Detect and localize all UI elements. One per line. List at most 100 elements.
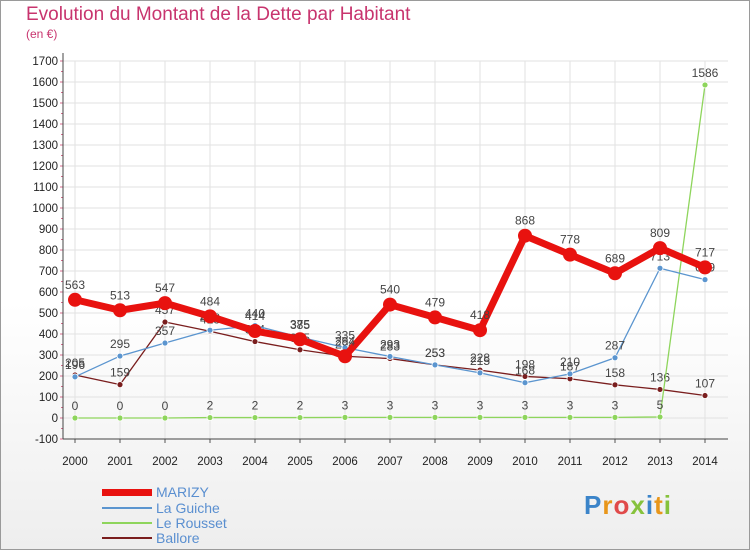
data-point-le-rousset [656,413,664,421]
y-tick-label: 1600 [32,77,58,89]
data-label-la-guiche: 385 [290,318,310,332]
x-tick-label: 2012 [602,456,628,468]
x-tick-label: 2013 [647,456,673,468]
data-point-ballore [116,381,124,389]
x-tick-label: 2006 [332,456,358,468]
data-label-ballore: 253 [425,346,445,360]
legend-swatch-marizy [102,488,152,496]
x-tick-label: 2009 [467,456,493,468]
data-point-le-rousset [476,413,484,421]
data-label-marizy: 689 [605,251,625,265]
logo-letter: i [645,490,655,520]
data-point-ballore [251,338,259,345]
data-point-marizy [68,292,82,307]
legend-swatch-ballore [102,537,152,539]
x-tick-label: 2007 [377,456,403,468]
data-label-marizy: 414 [245,309,265,323]
data-label-ballore: 159 [110,366,130,380]
y-tick-label: 200 [39,371,58,383]
legend-item-ballore: Ballore [102,530,200,546]
data-point-marizy [338,349,352,364]
data-point-le-rousset [251,414,259,421]
data-label-le-rousset: 3 [522,398,529,412]
data-point-la-guiche [71,373,79,381]
data-label-le-rousset: 0 [72,399,79,413]
data-point-le-rousset [206,414,214,421]
data-label-le-rousset: 5 [657,398,664,412]
data-label-marizy: 513 [110,288,130,302]
data-label-la-guiche: 357 [155,324,175,338]
y-tick-label: 1400 [32,119,58,131]
data-label-la-guiche: 287 [605,339,625,353]
data-label-le-rousset: 3 [612,398,619,412]
data-label-le-rousset: 3 [477,398,484,412]
y-tick-label: 400 [39,329,58,341]
data-label-marizy: 547 [155,281,175,295]
y-tick-label: -100 [35,434,58,446]
y-tick-label: 1300 [32,140,58,152]
proxiti-logo: Proxiti [584,490,672,521]
data-label-le-rousset: 2 [297,399,304,413]
data-point-la-guiche [656,264,664,272]
data-label-le-rousset: 2 [252,399,259,413]
legend-label-le-rousset: Le Rousset [156,515,227,531]
data-point-marizy [563,247,577,262]
data-point-la-guiche [476,369,484,377]
x-tick-label: 2005 [287,456,313,468]
data-point-marizy [473,323,487,338]
data-point-marizy [293,332,307,347]
data-point-le-rousset [116,414,124,422]
x-tick-label: 2002 [152,456,178,468]
y-tick-label: 1100 [33,182,58,194]
data-point-la-guiche [521,379,529,387]
y-tick-label: 600 [39,287,58,299]
data-label-ballore: 228 [470,351,490,365]
data-point-marizy [113,303,127,318]
x-tick-label: 2003 [197,456,223,468]
data-label-ballore: 107 [695,377,715,391]
data-label-le-rousset: 3 [432,398,439,412]
data-label-marizy: 563 [65,278,85,292]
logo-letter: t [654,490,664,520]
chart-title: Evolution du Montant de la Dette par Hab… [26,4,411,25]
data-label-marizy: 717 [695,245,715,259]
y-tick-label: 700 [39,266,58,278]
data-point-le-rousset [386,413,394,421]
y-tick-label: 0 [52,413,58,425]
data-label-marizy: 540 [380,283,400,297]
data-point-marizy [248,324,262,339]
legend-swatch-le-rousset [102,522,152,524]
data-label-marizy: 868 [515,214,535,228]
data-label-marizy: 778 [560,233,580,247]
data-label-ballore: 187 [560,360,580,374]
data-point-marizy [608,266,622,281]
data-point-la-guiche [161,339,169,347]
data-label-le-rousset: 0 [117,399,124,413]
x-tick-label: 2010 [512,456,538,468]
data-label-le-rousset: 3 [342,398,349,412]
data-point-marizy [653,241,667,256]
y-tick-label: 1000 [32,203,58,215]
data-point-le-rousset [701,81,709,89]
data-label-le-rousset: 3 [567,398,574,412]
data-label-marizy: 294 [335,334,355,348]
legend-swatch-la-guiche [102,507,152,509]
data-label-marizy: 479 [425,295,445,309]
data-label-marizy: 484 [200,294,220,308]
data-label-le-rousset: 2 [207,399,214,413]
data-point-marizy [203,309,217,324]
y-tick-label: 1200 [32,161,58,173]
data-label-la-guiche: 215 [470,354,490,368]
data-point-ballore [161,318,169,326]
data-label-la-guiche: 210 [560,355,580,369]
data-label-la-guiche: 440 [245,307,265,321]
data-point-la-guiche [116,352,124,360]
data-point-la-guiche [431,361,439,369]
legend-item-la-guiche: La Guiche [102,500,220,516]
data-label-le-rousset: 0 [162,399,169,413]
data-label-la-guiche: 335 [335,329,355,343]
data-label-la-guiche: 168 [515,364,535,378]
x-tick-label: 2001 [107,456,133,468]
legend-label-ballore: Ballore [156,530,200,546]
